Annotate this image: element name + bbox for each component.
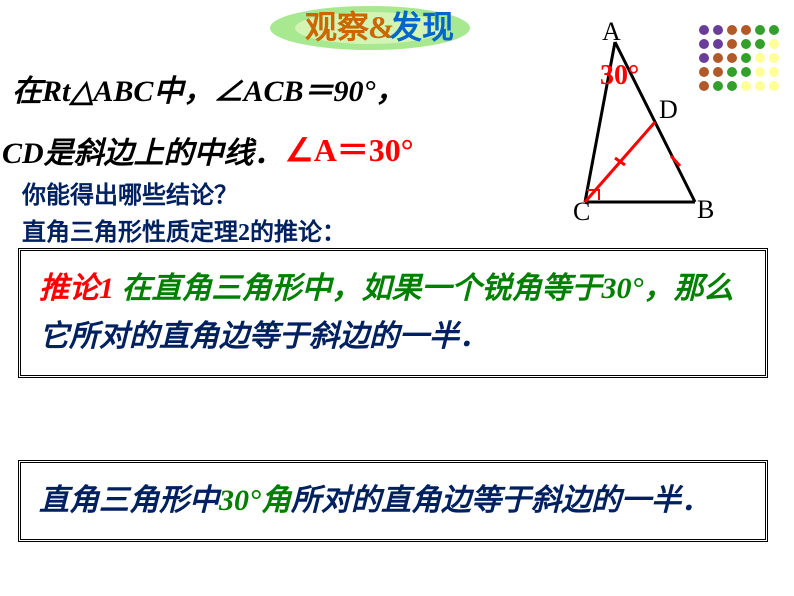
box2-p2: 30°角	[219, 484, 291, 517]
title-t3: 发现	[390, 9, 454, 45]
angle-a-label: ∠A＝30°	[285, 125, 414, 171]
box1-p3: 一个锐角等于30°	[422, 272, 644, 305]
box1-p2: 在直角三角形中，如果	[114, 272, 422, 305]
box1-p1: 推论1	[39, 272, 114, 305]
label-d: D	[659, 95, 678, 124]
box1-p4: ，那么	[644, 272, 734, 305]
title-banner: 观察 & 发现	[260, 0, 480, 65]
statement-line1: 在Rt△ABC中，∠ACB＝90°，	[12, 66, 405, 110]
question-2: 直角三角形性质定理2的推论：	[22, 212, 346, 247]
statement-line2: CD是斜边上的中线．	[2, 128, 284, 172]
question-1: 你能得出哪些结论？	[22, 175, 238, 210]
box1-p5: 它所对的直角边等于斜边的一半．	[39, 320, 489, 353]
corollary-box-2: 直角三角形中30°角所对的直角边等于斜边的一半．	[18, 460, 768, 542]
box2-p3: 所对的直角边等于斜边的一半．	[291, 484, 711, 517]
box2-p1: 直角三角形中	[39, 484, 219, 517]
corollary-box-1: 推论1 在直角三角形中，如果一个锐角等于30°，那么它所对的直角边等于斜边的一半…	[18, 248, 768, 378]
label-a: A	[602, 22, 621, 46]
decorative-dots	[696, 22, 786, 117]
label-b: B	[697, 195, 714, 224]
label-c: C	[573, 197, 590, 226]
title-bg: 观察 & 发现	[260, 0, 480, 56]
angle-30: 30°	[600, 60, 639, 91]
dots-svg	[696, 22, 786, 112]
title-t1: 观察	[305, 9, 369, 45]
